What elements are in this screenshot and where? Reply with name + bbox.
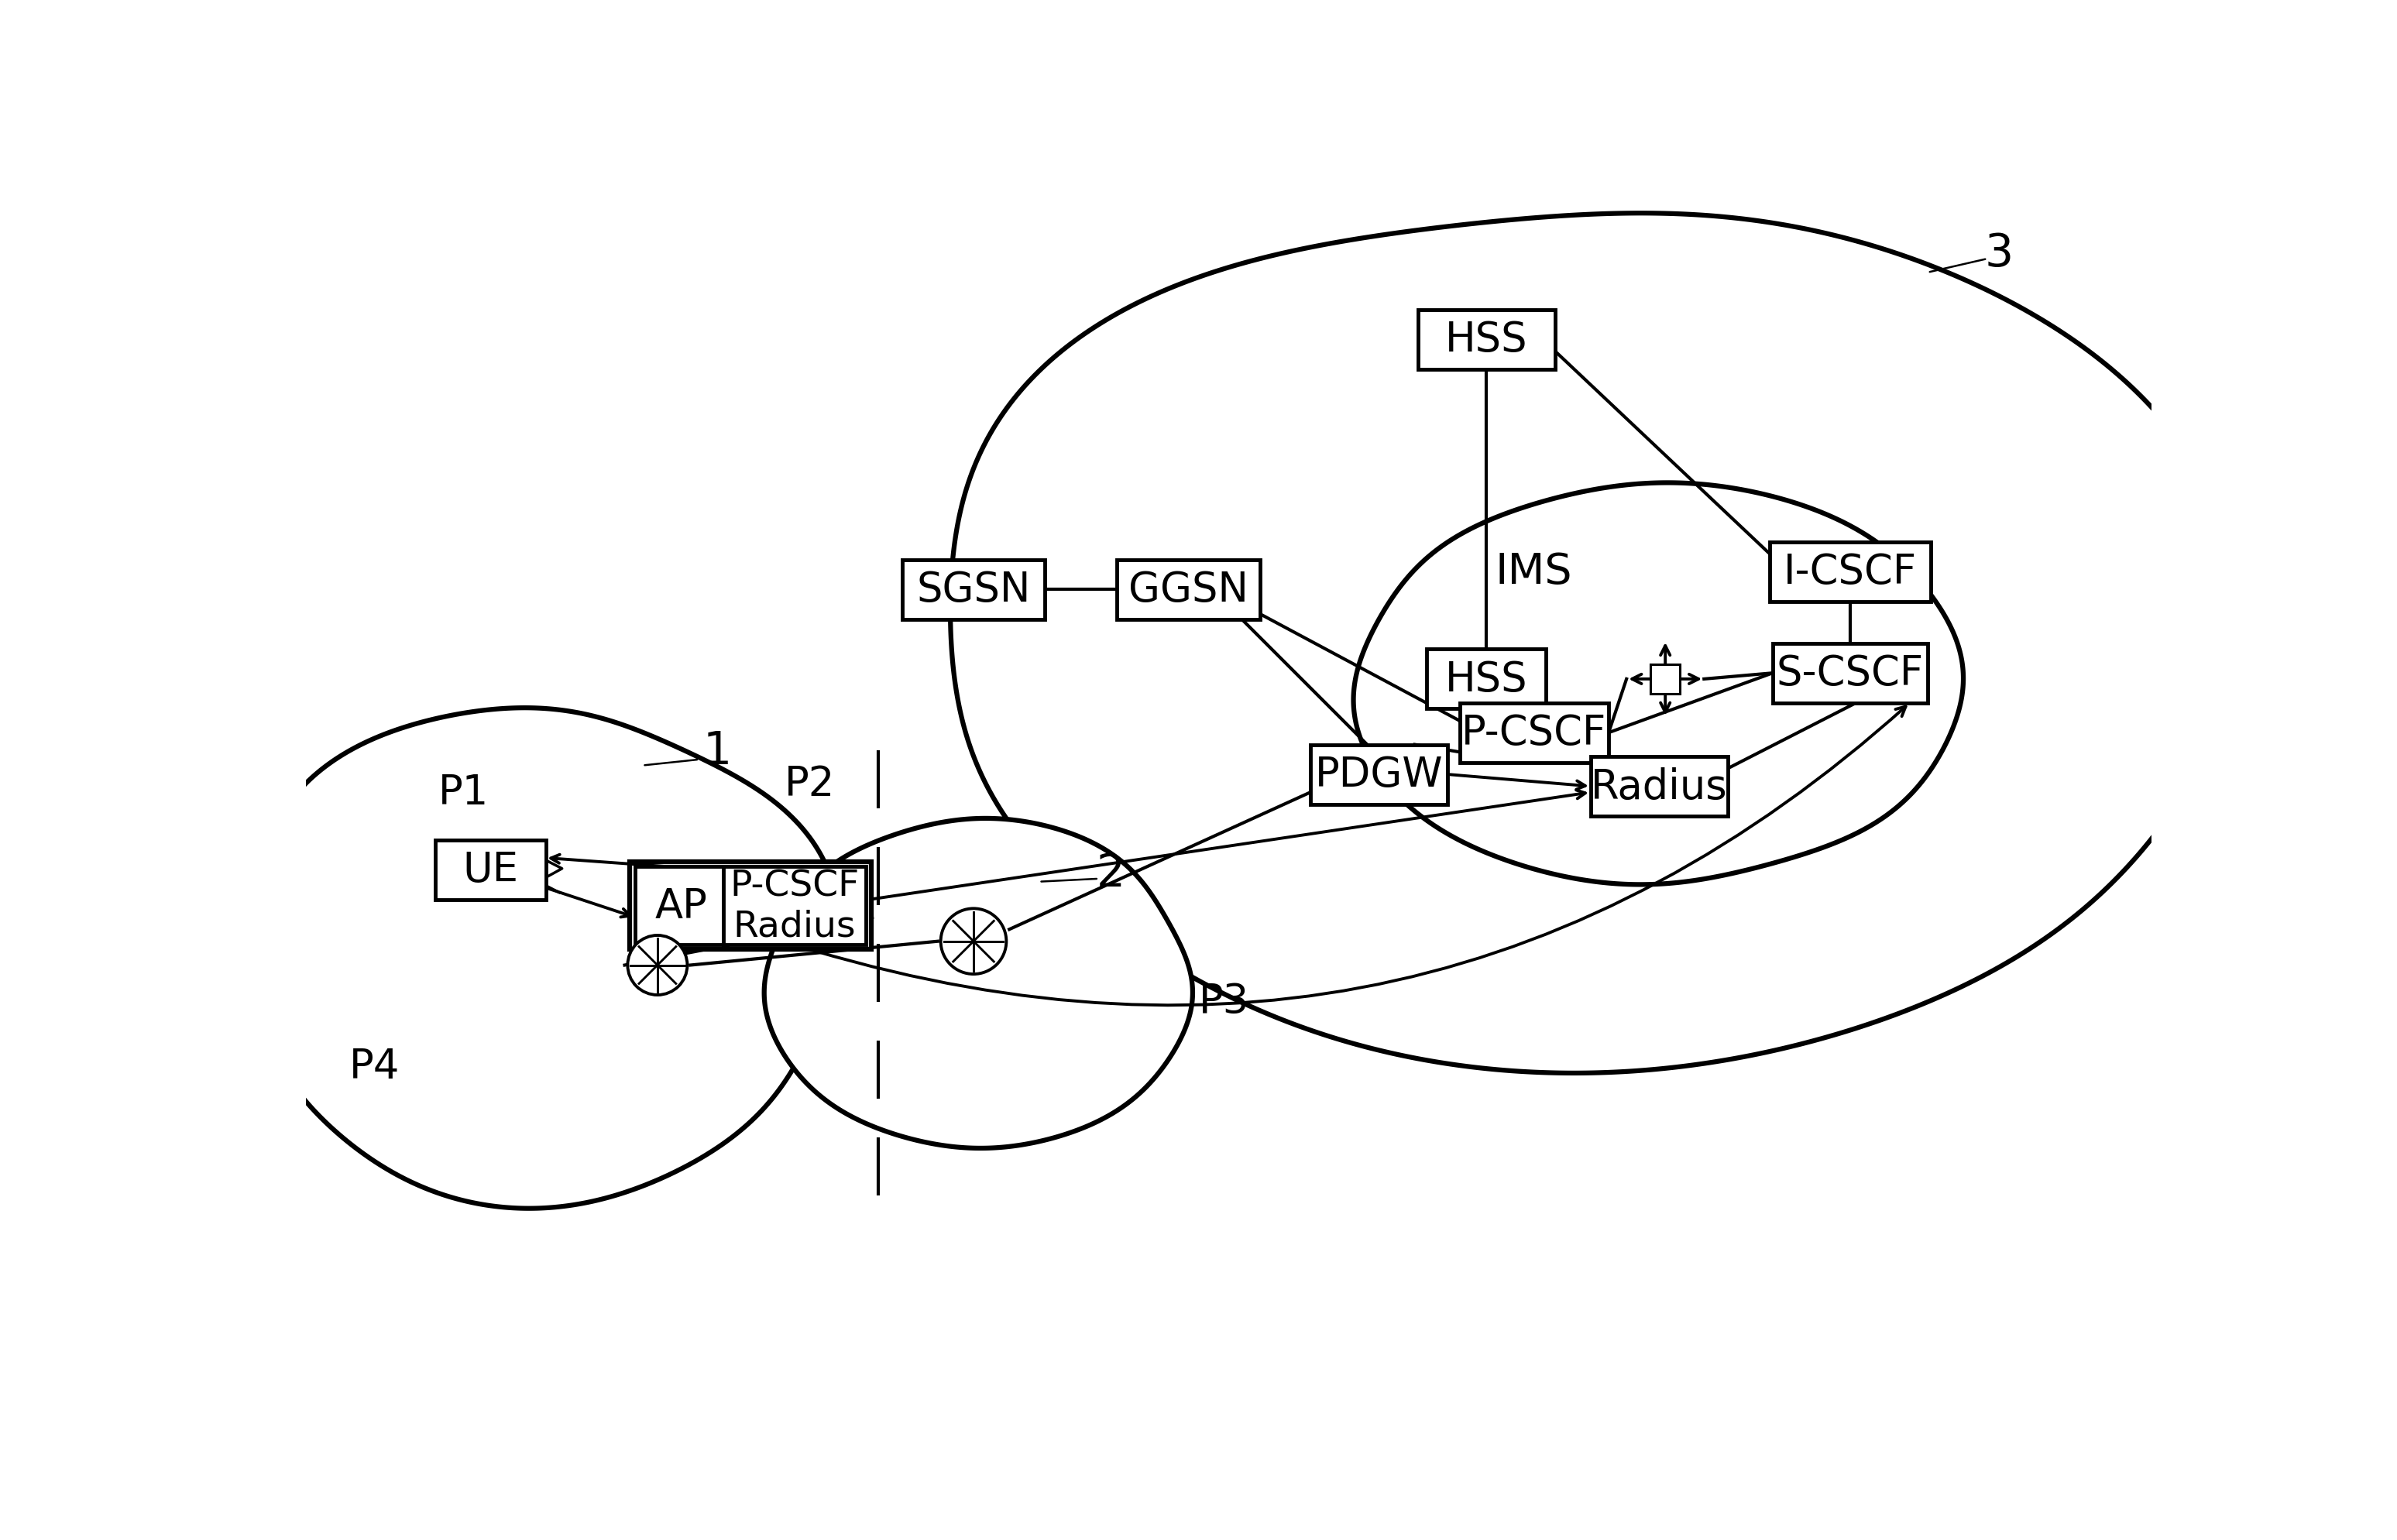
Polygon shape: [765, 819, 1194, 1149]
Bar: [1769, 542, 1930, 602]
Text: P-CSCF
Radius: P-CSCF Radius: [729, 869, 861, 944]
Bar: [1592, 756, 1728, 816]
Bar: [1774, 644, 1927, 704]
Bar: [630, 862, 873, 950]
Text: I-CSCF: I-CSCF: [1783, 551, 1918, 593]
FancyArrowPatch shape: [815, 707, 1906, 1006]
Text: UE: UE: [463, 850, 518, 890]
Text: HSS: HSS: [1445, 659, 1527, 699]
Text: HSS: HSS: [1445, 320, 1527, 360]
Text: 3: 3: [1985, 231, 2013, 276]
Text: Radius: Radius: [1592, 767, 1728, 807]
Bar: [1460, 704, 1608, 762]
Text: AP: AP: [654, 886, 707, 926]
Text: S-CSCF: S-CSCF: [1776, 653, 1925, 693]
Text: P-CSCF: P-CSCF: [1462, 713, 1606, 753]
Text: P3: P3: [1198, 981, 1249, 1021]
Circle shape: [940, 909, 1007, 975]
Bar: [1417, 310, 1556, 370]
Bar: [1117, 561, 1261, 619]
Text: 1: 1: [702, 728, 731, 773]
Bar: [901, 561, 1045, 619]
Bar: [436, 841, 547, 899]
Text: IMS: IMS: [1496, 551, 1572, 593]
Text: P2: P2: [784, 764, 834, 804]
Text: PDGW: PDGW: [1316, 755, 1443, 795]
Bar: [1652, 665, 1680, 695]
Bar: [635, 867, 729, 944]
Polygon shape: [256, 708, 839, 1209]
Text: GGSN: GGSN: [1129, 570, 1249, 610]
Circle shape: [628, 936, 688, 995]
Bar: [1426, 650, 1546, 710]
Polygon shape: [949, 214, 2241, 1073]
Bar: [1311, 745, 1448, 804]
Text: SGSN: SGSN: [916, 570, 1031, 610]
Text: 2: 2: [1095, 852, 1124, 895]
Bar: [724, 867, 865, 944]
Text: P1: P1: [439, 773, 489, 813]
Polygon shape: [1354, 484, 1963, 886]
Text: P4: P4: [350, 1047, 400, 1087]
